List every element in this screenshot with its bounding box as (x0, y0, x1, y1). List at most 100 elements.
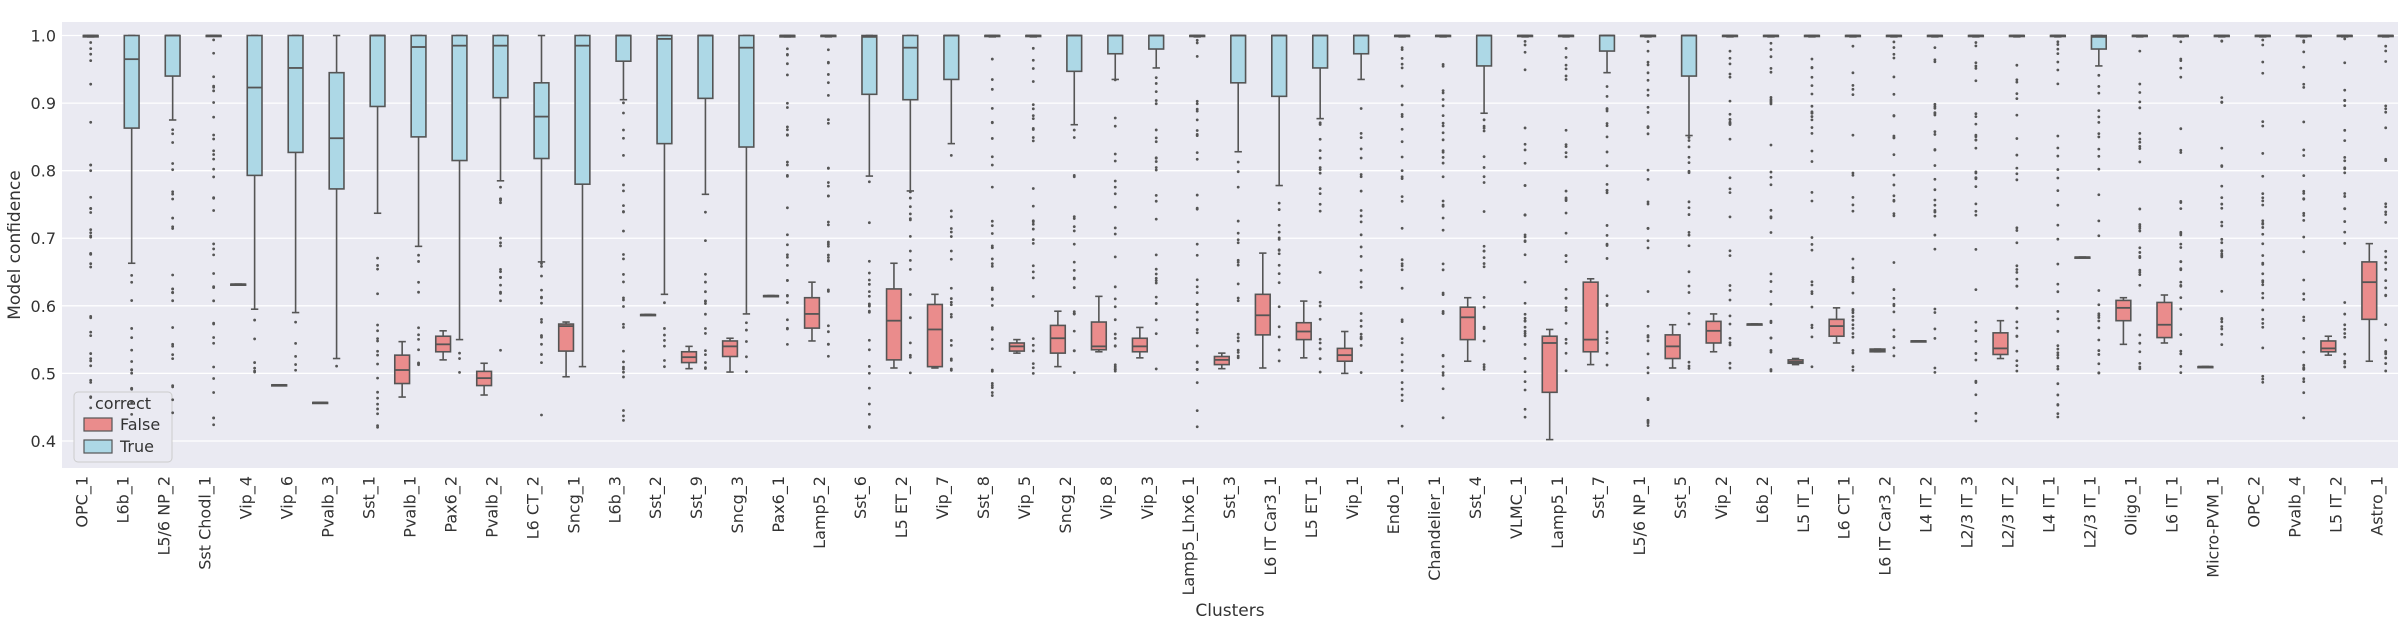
outlier-point (1031, 343, 1035, 347)
outlier-point (1031, 366, 1035, 370)
outlier-point (949, 315, 953, 319)
outlier-point (171, 132, 175, 136)
outlier-point (2302, 319, 2306, 322)
outlier-point (2056, 47, 2060, 51)
outlier-point (2015, 229, 2019, 232)
outlier-point (990, 219, 994, 223)
outlier-point (1359, 175, 1363, 179)
outlier-point (1400, 286, 1404, 290)
box-true (574, 34, 591, 368)
outlier-point (1523, 233, 1527, 237)
outlier-point (1810, 84, 1814, 88)
outlier-point (2220, 332, 2224, 336)
outlier-point (1933, 58, 1937, 62)
x-tick-label: Sncg_1 (564, 476, 584, 533)
outlier-point (1728, 112, 1732, 116)
outlier-point (1482, 262, 1486, 265)
box-false (2115, 296, 2132, 346)
outlier-point (826, 60, 830, 64)
outlier-point (2015, 92, 2019, 96)
outlier-point (1113, 318, 1117, 322)
outlier-point (2343, 335, 2347, 339)
outlier-point (949, 249, 953, 253)
outlier-point (785, 125, 789, 129)
outlier-point (2302, 278, 2306, 282)
outlier-point (89, 52, 93, 56)
outlier-point (990, 121, 994, 125)
outlier-point (785, 128, 789, 132)
box-false (230, 283, 247, 286)
outlier-point (2179, 349, 2183, 353)
outlier-point (212, 51, 216, 55)
outlier-point (1277, 348, 1281, 352)
outlier-point (1810, 75, 1814, 79)
outlier-point (2261, 60, 2265, 64)
outlier-point (1523, 407, 1527, 411)
outlier-point (1072, 217, 1076, 220)
outlier-point (1359, 371, 1363, 374)
outlier-point (826, 48, 830, 52)
outlier-point (2261, 222, 2265, 226)
outlier-point (1154, 156, 1158, 160)
outlier-point (1400, 112, 1404, 116)
outlier-point (1482, 181, 1486, 184)
outlier-point (1400, 48, 1404, 52)
outlier-point (949, 235, 953, 238)
outlier-point (1359, 214, 1363, 218)
outlier-point (1031, 128, 1035, 131)
outlier-point (1892, 52, 1896, 56)
outlier-point (1933, 133, 1937, 136)
outlier-point (1728, 215, 1732, 219)
outlier-point (826, 121, 830, 125)
outlier-point (499, 268, 502, 271)
outlier-point (1769, 41, 1773, 45)
outlier-point (949, 368, 953, 372)
outlier-point (1646, 352, 1650, 356)
outlier-point (1400, 115, 1404, 118)
outlier-point (1728, 288, 1732, 292)
outlier-point (1933, 247, 1937, 251)
outlier-point (171, 398, 175, 402)
x-tick-label: L5/6 NP_1 (1630, 476, 1650, 556)
x-tick-label: L2/3 IT_2 (1999, 476, 2019, 548)
outlier-point (1605, 224, 1609, 227)
outlier-point (826, 256, 830, 259)
outlier-point (826, 289, 830, 293)
outlier-point (89, 163, 93, 167)
box-true (2131, 34, 2148, 38)
outlier-point (1482, 129, 1486, 133)
outlier-point (990, 304, 994, 307)
outlier-point (2015, 270, 2019, 274)
box-true (779, 34, 796, 38)
outlier-point (1769, 272, 1773, 276)
outlier-point (826, 166, 830, 170)
outlier-point (1728, 361, 1732, 365)
outlier-point (253, 318, 257, 322)
outlier-point (2015, 178, 2019, 182)
outlier-point (2302, 350, 2306, 354)
outlier-point (2302, 154, 2306, 157)
box-iqr (1459, 306, 1476, 341)
outlier-point (1810, 305, 1814, 309)
box-true (205, 34, 222, 38)
outlier-point (1851, 203, 1855, 207)
outlier-point (785, 133, 789, 137)
x-tick-label: VLMC_1 (1507, 476, 1527, 539)
outlier-point (2138, 207, 2142, 211)
outlier-point (417, 333, 420, 337)
outlier-point (1974, 64, 1978, 68)
outlier-point (622, 183, 625, 187)
outlier-point (1646, 125, 1650, 129)
outlier-point (212, 242, 216, 246)
outlier-point (2220, 252, 2224, 256)
outlier-point (867, 338, 871, 342)
box-false (1459, 296, 1476, 363)
outlier-point (2384, 249, 2388, 253)
outlier-point (867, 180, 871, 184)
outlier-point (1851, 368, 1855, 372)
outlier-point (1400, 226, 1404, 230)
outlier-point (1933, 311, 1937, 314)
outlier-point (212, 247, 216, 251)
x-tick-label: Chandelier_1 (1425, 476, 1445, 581)
outlier-point (1441, 371, 1445, 375)
